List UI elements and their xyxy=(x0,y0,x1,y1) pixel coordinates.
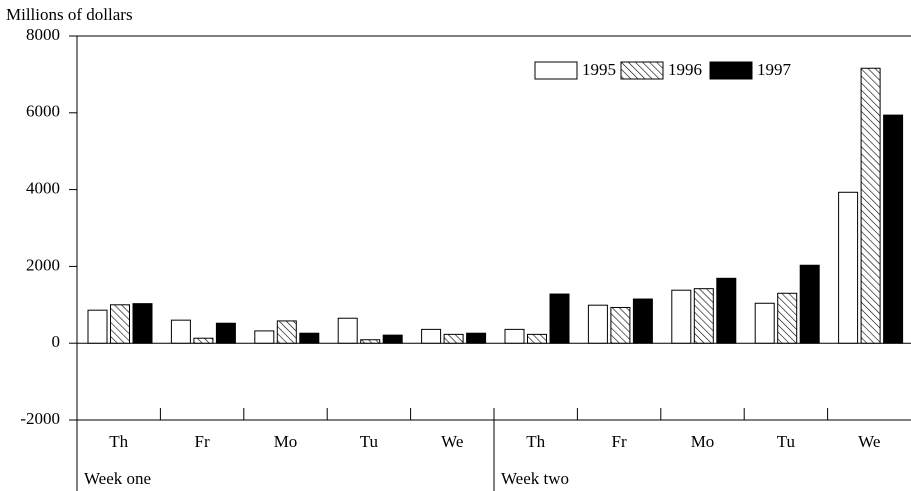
bar xyxy=(466,332,487,344)
legend-label: 1997 xyxy=(757,60,792,79)
legend-swatch xyxy=(534,61,578,80)
bar xyxy=(170,319,191,344)
bar xyxy=(382,334,403,344)
legend-swatch xyxy=(620,61,664,80)
bar xyxy=(337,317,358,344)
bar xyxy=(754,302,775,344)
legend-label: 1996 xyxy=(668,60,702,79)
bar xyxy=(883,114,904,344)
bar xyxy=(504,328,525,344)
x-tick-label: Mo xyxy=(274,432,298,451)
bar xyxy=(360,339,381,344)
x-tick-label: Fr xyxy=(195,432,210,451)
y-tick-label: 6000 xyxy=(26,102,60,121)
bar xyxy=(632,298,653,344)
y-tick-label: 8000 xyxy=(26,25,60,44)
bar xyxy=(549,293,570,344)
bar xyxy=(110,304,130,344)
y-axis-label: Millions of dollars xyxy=(6,5,133,24)
y-tick-label: 0 xyxy=(52,332,61,351)
x-tick-label: We xyxy=(441,432,463,451)
bar xyxy=(254,330,275,344)
bar xyxy=(299,332,320,344)
bar xyxy=(610,306,631,344)
group-label: Week two xyxy=(501,469,569,488)
bar xyxy=(838,191,859,344)
x-tick-label: Tu xyxy=(360,432,379,451)
y-tick-label: -2000 xyxy=(20,409,60,428)
legend-swatch xyxy=(709,61,753,80)
x-tick-label: Th xyxy=(109,432,128,451)
legend-label: 1995 xyxy=(582,60,616,79)
group-label: Week one xyxy=(84,469,151,488)
bar xyxy=(860,67,881,344)
bar xyxy=(777,292,798,344)
x-tick-label: Fr xyxy=(612,432,627,451)
bar xyxy=(276,320,297,344)
bar xyxy=(716,277,737,344)
bar xyxy=(527,333,547,344)
bar xyxy=(799,264,820,344)
bar xyxy=(421,328,442,344)
y-tick-label: 2000 xyxy=(26,255,60,274)
bar xyxy=(443,333,464,344)
bar xyxy=(87,309,108,344)
bar xyxy=(215,322,236,344)
x-tick-label: We xyxy=(858,432,880,451)
bar xyxy=(693,288,714,344)
x-tick-label: Mo xyxy=(691,432,715,451)
y-tick-label: 4000 xyxy=(26,179,60,198)
x-tick-label: Tu xyxy=(777,432,796,451)
x-tick-label: Th xyxy=(526,432,545,451)
bar xyxy=(193,337,214,344)
bar xyxy=(671,289,692,344)
bar xyxy=(587,304,608,344)
bar xyxy=(132,303,153,344)
